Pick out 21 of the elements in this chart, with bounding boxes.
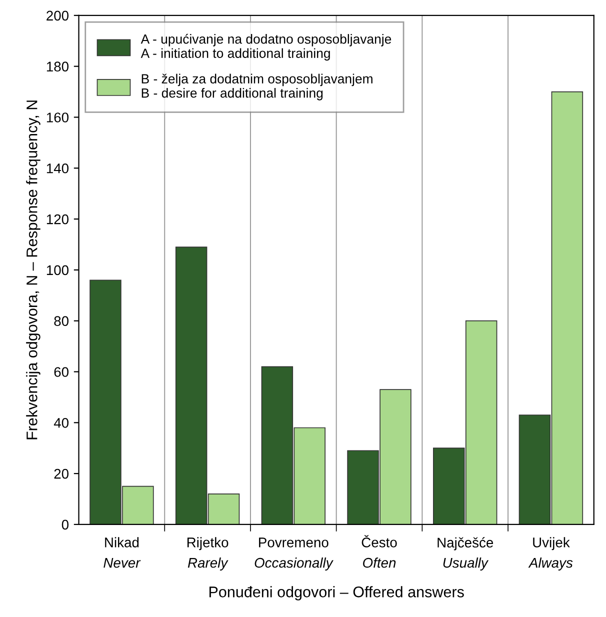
- y-tick-label: 180: [46, 62, 69, 72]
- y-tick-label: 140: [46, 163, 69, 174]
- y-tick-label: 20: [54, 468, 69, 479]
- y-tick-label: 120: [46, 214, 69, 224]
- x-tick-label: Nikad Never: [104, 537, 141, 568]
- legend-label: B - želja za dodatnim osposobljavanjem B - desire for additional training: [142, 74, 372, 100]
- legend-label: A - upućivanje na dodatno osposobljavanje A - initiation to additional training: [140, 34, 392, 61]
- x-axis-title: Ponuđeni odgovori – Offered answers: [209, 586, 464, 600]
- x-tick-label: Uvijek Always: [528, 537, 573, 570]
- y-tick-label: 60: [54, 367, 69, 377]
- x-tick-label: Rijetko Rarely: [187, 537, 228, 570]
- y-tick-label: 200: [46, 10, 69, 21]
- y-tick-label: 40: [54, 418, 69, 428]
- y-axis-title: Frekvencija odgovora, N – Response frequency, N: [26, 100, 40, 440]
- y-tick-label: 0: [62, 520, 69, 530]
- x-tick-label: Često Often: [362, 535, 397, 568]
- x-tick-label: Povremeno Occasionally: [254, 538, 334, 570]
- y-tick-label: 160: [46, 112, 69, 122]
- y-tick-label: 80: [54, 316, 69, 326]
- y-tick-label: 100: [46, 265, 69, 276]
- x-tick-label: Najčešće Usually: [438, 537, 494, 570]
